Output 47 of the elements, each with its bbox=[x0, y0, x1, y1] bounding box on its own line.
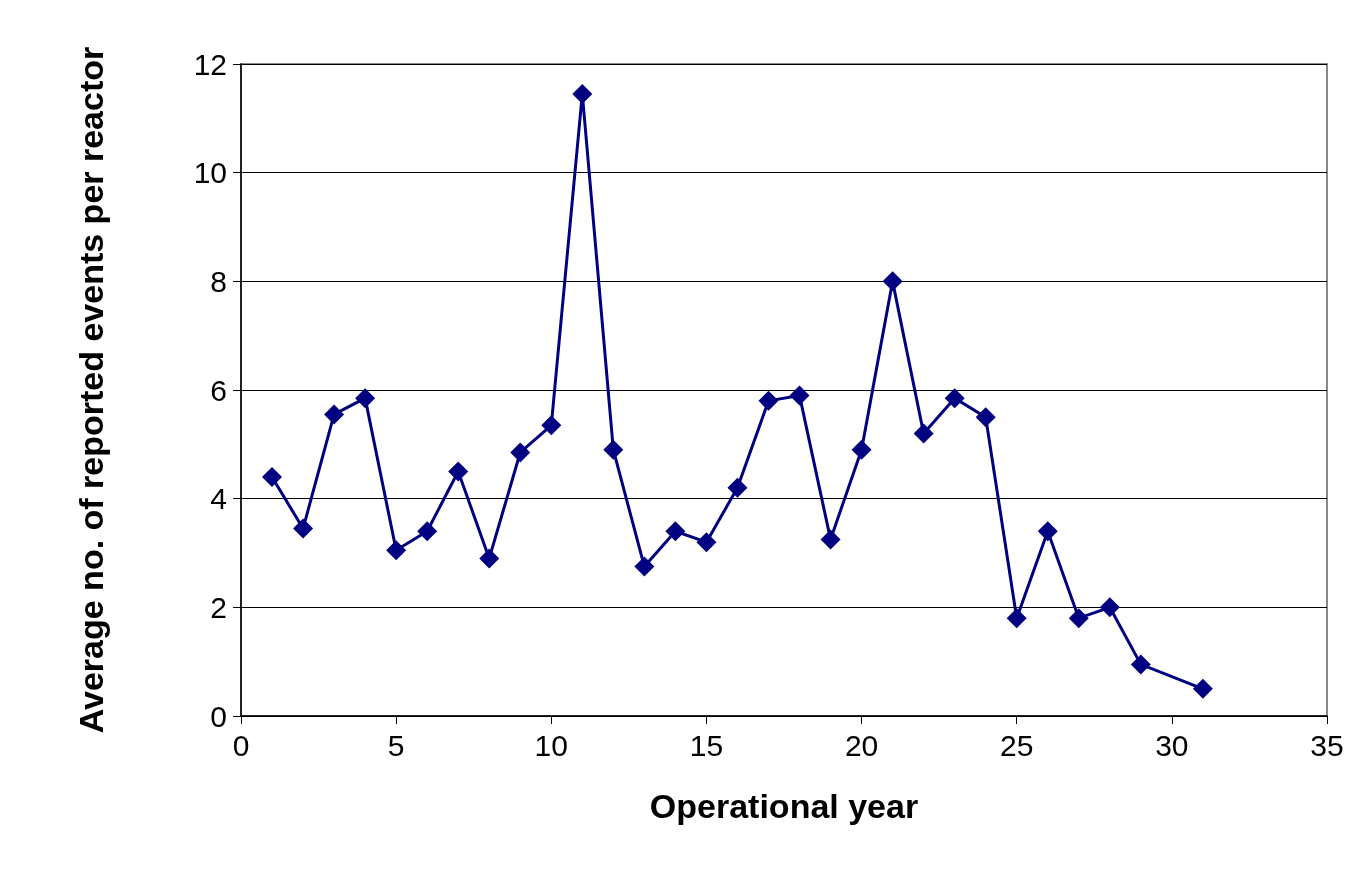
y-tick-label: 12 bbox=[193, 47, 227, 81]
point bbox=[1037, 521, 1058, 542]
x-tick-label: 20 bbox=[844, 728, 879, 762]
point bbox=[727, 477, 748, 498]
point bbox=[1192, 678, 1213, 699]
x-tick-label: 35 bbox=[1310, 728, 1344, 762]
point bbox=[975, 407, 996, 428]
x-axis-title: Operational year bbox=[649, 787, 919, 825]
point bbox=[851, 439, 872, 460]
y-axis-title: Average no. of reported events per reactor bbox=[72, 46, 110, 734]
point bbox=[820, 529, 841, 550]
y-tick-label: 4 bbox=[210, 482, 227, 516]
point bbox=[541, 415, 562, 436]
point bbox=[634, 556, 655, 577]
point bbox=[324, 404, 345, 425]
point bbox=[758, 390, 779, 411]
point bbox=[913, 423, 934, 444]
point bbox=[355, 388, 376, 409]
point bbox=[696, 532, 717, 553]
y-tick-label: 2 bbox=[210, 590, 227, 624]
point bbox=[665, 521, 686, 542]
point bbox=[882, 271, 903, 292]
x-tick-label: 0 bbox=[232, 728, 250, 762]
point bbox=[572, 83, 593, 104]
point bbox=[417, 521, 438, 542]
x-tick-label: 25 bbox=[1000, 728, 1034, 762]
point bbox=[944, 388, 965, 409]
point bbox=[448, 461, 469, 482]
y-tick-label: 10 bbox=[193, 156, 227, 190]
point bbox=[789, 385, 810, 406]
point bbox=[479, 548, 500, 569]
x-tick-label: 5 bbox=[387, 728, 405, 762]
point bbox=[510, 442, 531, 463]
point bbox=[1068, 608, 1089, 629]
point bbox=[262, 466, 283, 487]
point bbox=[1130, 654, 1151, 675]
x-tick-label: 10 bbox=[534, 728, 568, 762]
y-tick-label: 6 bbox=[210, 373, 227, 407]
x-tick-label: 30 bbox=[1155, 728, 1189, 762]
point bbox=[386, 540, 407, 561]
point bbox=[1099, 597, 1120, 618]
point bbox=[293, 518, 314, 539]
point bbox=[1006, 608, 1027, 629]
point bbox=[603, 439, 624, 460]
y-tick-label: 0 bbox=[210, 699, 227, 733]
x-tick-label: 15 bbox=[689, 728, 724, 762]
y-tick-label: 8 bbox=[210, 264, 227, 298]
